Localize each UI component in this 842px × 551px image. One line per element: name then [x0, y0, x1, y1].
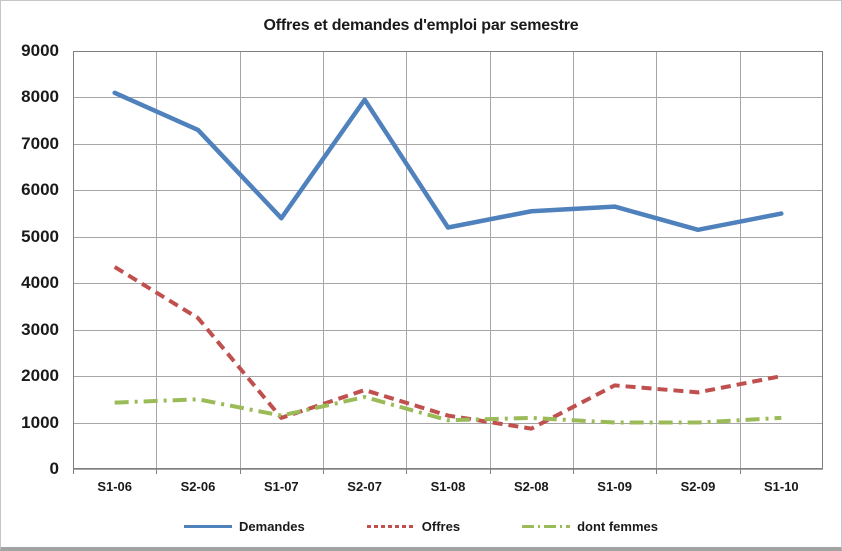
legend-label-demandes: Demandes — [239, 519, 305, 534]
y-axis-tick-label: 6000 — [21, 180, 59, 200]
y-axis-tick-label: 2000 — [21, 366, 59, 386]
y-axis-labels: 0 1000 2000 3000 4000 5000 6000 7000 8000 9000 — [1, 1, 59, 547]
series-line-offres — [113, 265, 782, 431]
legend-line-dont-femmes-icon — [522, 525, 571, 528]
x-axis-tick-label: S1-10 — [763, 479, 799, 494]
y-axis-tick-label: 4000 — [21, 273, 59, 293]
x-axis-tick-label: S1-09 — [597, 479, 632, 494]
legend-label-dont-femmes: dont femmes — [577, 519, 658, 534]
chart-title: Offres et demandes d'emploi par semestre — [263, 17, 579, 34]
series-line-demandes — [112, 90, 784, 233]
x-axis-tick-label: S1-07 — [263, 479, 299, 494]
legend-item-dont-femmes: dont femmes — [522, 519, 658, 534]
plot-border — [73, 51, 823, 469]
y-axis-tick-label: 9000 — [21, 41, 59, 60]
x-axis-tick-label: S2-09 — [680, 479, 716, 494]
x-axis-tick-label: S2-06 — [180, 479, 216, 494]
x-axis-tick-label: S1-06 — [97, 479, 133, 494]
legend-label-offres: Offres — [421, 519, 461, 534]
x-axis-tick-label: S1-08 — [430, 479, 466, 494]
series-line-dont-femmes — [114, 395, 782, 425]
y-axis-tick-label: 5000 — [21, 226, 59, 246]
legend-line-demandes-icon — [184, 525, 233, 528]
legend-item-offres: Offres — [366, 519, 461, 534]
legend-item-demandes: Demandes — [184, 519, 305, 534]
x-axis-labels: S1-06 S2-06 S1-07 S2-07 S1-08 S2-08 S1-09 S2-09… — [73, 479, 823, 499]
y-axis-tick-label: 7000 — [21, 133, 59, 153]
x-axis-tick-label: S2-07 — [347, 479, 382, 494]
plot-area — [73, 51, 823, 474]
legend: Demandes Offres dont femmes — [1, 519, 841, 534]
legend-line-offres-icon — [366, 525, 415, 528]
y-axis-tick-label: 8000 — [21, 87, 59, 107]
y-axis-tick-label: 0 — [49, 459, 59, 478]
y-axis-tick-label: 3000 — [21, 319, 59, 339]
y-axis-tick-label: 1000 — [21, 412, 59, 432]
x-axis-tick-label: S2-08 — [513, 479, 549, 494]
